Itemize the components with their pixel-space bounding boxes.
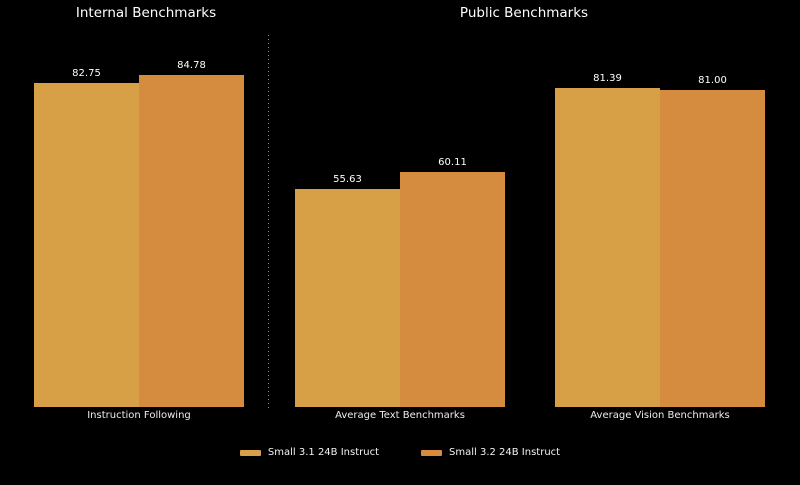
- category-label: Average Vision Benchmarks: [590, 410, 730, 421]
- legend-swatch-small-3-1: [239, 449, 261, 456]
- internal-benchmarks-title: Internal Benchmarks: [75, 5, 217, 21]
- bar-value-label: 60.11: [438, 157, 467, 168]
- bar-small-3-2-24b-instruct: [400, 172, 505, 407]
- legend-label-small-3-1: Small 3.1 24B Instruct: [267, 447, 379, 458]
- bar-value-label: 82.75: [72, 68, 101, 79]
- panel-divider-dotted-line: [268, 35, 269, 411]
- bar-small-3-2-24b-instruct: [660, 90, 765, 407]
- public-benchmarks-title: Public Benchmarks: [459, 5, 589, 21]
- bar-value-label: 84.78: [177, 60, 206, 71]
- category-label: Instruction Following: [87, 410, 191, 421]
- bar-small-3-1-24b-instruct: [295, 189, 400, 407]
- legend-item-small-3-2: Small 3.2 24B Instruct: [421, 447, 560, 458]
- legend: Small 3.1 24B Instruct Small 3.2 24B Ins…: [0, 447, 800, 458]
- bar-small-3-1-24b-instruct: [34, 83, 139, 407]
- bar-small-3-1-24b-instruct: [555, 88, 660, 407]
- category-label: Average Text Benchmarks: [335, 410, 465, 421]
- legend-label-small-3-2: Small 3.2 24B Instruct: [449, 447, 561, 458]
- bar-value-label: 81.00: [698, 75, 727, 86]
- legend-swatch-small-3-2: [421, 449, 442, 456]
- legend-item-small-3-1: Small 3.1 24B Instruct: [239, 447, 379, 458]
- bar-value-label: 81.39: [593, 73, 622, 84]
- bar-small-3-2-24b-instruct: [139, 75, 244, 407]
- bar-value-label: 55.63: [333, 174, 362, 185]
